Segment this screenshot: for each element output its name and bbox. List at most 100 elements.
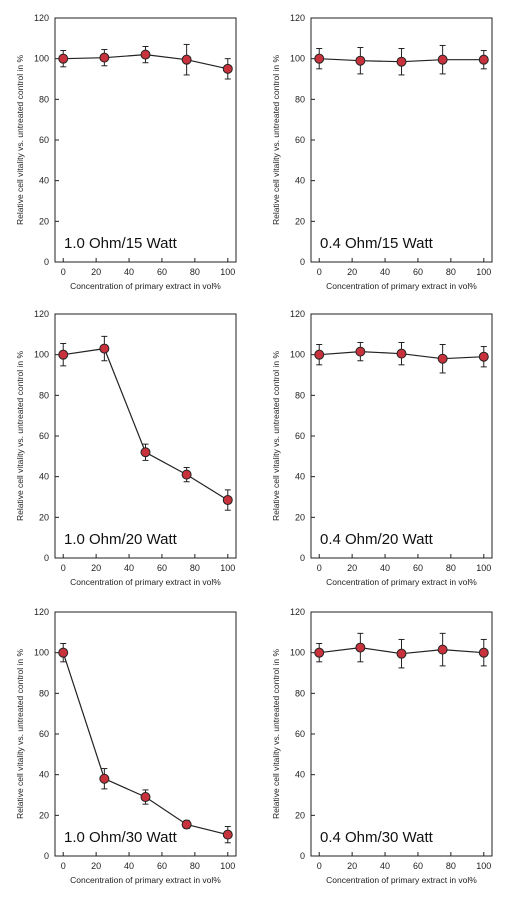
y-tick-label: 60 xyxy=(295,729,305,739)
data-point xyxy=(314,647,325,658)
x-tick-label: 0 xyxy=(317,563,322,573)
y-tick-label: 20 xyxy=(295,216,305,226)
x-tick-label: 60 xyxy=(413,563,423,573)
series-line xyxy=(62,652,228,836)
x-axis-label: Concentration of primary extract in vol% xyxy=(70,875,221,885)
x-tick-label: 40 xyxy=(380,563,390,573)
panel-label: 0.4 Ohm/15 Watt xyxy=(320,235,434,252)
y-tick-label: 60 xyxy=(295,431,305,441)
y-tick-label: 100 xyxy=(290,54,305,64)
y-tick-label: 60 xyxy=(39,729,49,739)
x-tick-label: 40 xyxy=(124,861,134,871)
y-tick-label: 40 xyxy=(39,770,49,780)
x-tick-label: 100 xyxy=(220,563,235,573)
panel-label: 1.0 Ohm/15 Watt xyxy=(64,235,178,252)
x-tick-label: 0 xyxy=(317,267,322,277)
y-axis-label: Relative cell vitality vs. untreated con… xyxy=(271,649,281,820)
x-tick-label: 0 xyxy=(61,267,66,277)
x-axis-label: Concentration of primary extract in vol% xyxy=(326,577,477,587)
y-tick-label: 40 xyxy=(295,176,305,186)
data-point xyxy=(314,349,325,360)
y-tick-label: 0 xyxy=(44,553,49,563)
y-tick-label: 120 xyxy=(34,13,49,23)
panel-label: 0.4 Ohm/30 Watt xyxy=(320,829,434,846)
data-point xyxy=(99,343,110,354)
data-point xyxy=(437,54,448,65)
y-tick-label: 80 xyxy=(39,688,49,698)
panel-label: 1.0 Ohm/30 Watt xyxy=(64,829,178,846)
y-axis-label: Relative cell vitality vs. untreated con… xyxy=(271,55,281,226)
y-tick-label: 100 xyxy=(34,350,49,360)
data-point xyxy=(355,346,366,357)
data-point xyxy=(222,63,233,74)
data-point xyxy=(437,644,448,655)
x-tick-label: 0 xyxy=(61,861,66,871)
panel-label: 0.4 Ohm/20 Watt xyxy=(320,531,434,548)
y-tick-label: 20 xyxy=(39,512,49,522)
x-tick-label: 20 xyxy=(347,267,357,277)
x-axis-label: Concentration of primary extract in vol% xyxy=(70,281,221,291)
chart-panel-2: 0 20 40 60 80 100 120 0 20 40 60 80 100 Concentration… xyxy=(271,13,493,291)
data-point xyxy=(478,351,489,362)
data-point xyxy=(58,647,69,658)
chart-panel-1: 0 20 40 60 80 100 120 0 20 40 60 80 100 Concentration… xyxy=(15,13,237,291)
data-point xyxy=(355,642,366,653)
data-point xyxy=(222,829,233,840)
data-point xyxy=(355,55,366,66)
x-tick-label: 100 xyxy=(476,267,491,277)
data-point xyxy=(140,792,151,803)
data-point xyxy=(396,348,407,359)
chart-panel-5: 0 20 40 60 80 100 120 0 20 40 60 80 100 Concentration… xyxy=(15,607,237,885)
chart-panel-4: 0 20 40 60 80 100 120 0 20 40 60 80 100 Concentration… xyxy=(271,309,493,587)
y-axis-label: Relative cell vitality vs. untreated con… xyxy=(271,351,281,522)
data-point xyxy=(99,52,110,63)
y-tick-label: 120 xyxy=(290,607,305,617)
x-tick-label: 20 xyxy=(91,861,101,871)
data-point xyxy=(222,495,233,506)
data-point xyxy=(478,54,489,65)
y-tick-label: 60 xyxy=(39,431,49,441)
data-point xyxy=(58,349,69,360)
x-tick-label: 60 xyxy=(157,861,167,871)
data-point xyxy=(140,447,151,458)
x-tick-label: 80 xyxy=(446,563,456,573)
y-tick-label: 120 xyxy=(34,607,49,617)
x-tick-label: 20 xyxy=(91,563,101,573)
chart-panel-6: 0 20 40 60 80 100 120 0 20 40 60 80 100 Concentration… xyxy=(271,607,493,885)
x-tick-label: 100 xyxy=(220,267,235,277)
x-tick-label: 100 xyxy=(220,861,235,871)
x-axis-label: Concentration of primary extract in vol% xyxy=(70,577,221,587)
data-point xyxy=(181,469,192,480)
y-tick-label: 0 xyxy=(44,851,49,861)
x-tick-label: 0 xyxy=(61,563,66,573)
y-tick-label: 80 xyxy=(39,94,49,104)
x-axis-label: Concentration of primary extract in vol% xyxy=(326,875,477,885)
x-tick-label: 80 xyxy=(190,563,200,573)
data-point xyxy=(181,54,192,65)
x-tick-label: 40 xyxy=(124,267,134,277)
x-tick-label: 60 xyxy=(157,267,167,277)
y-tick-label: 40 xyxy=(295,770,305,780)
y-tick-label: 60 xyxy=(295,135,305,145)
y-tick-label: 80 xyxy=(295,94,305,104)
y-tick-label: 80 xyxy=(295,688,305,698)
y-tick-label: 20 xyxy=(295,810,305,820)
y-tick-label: 0 xyxy=(300,553,305,563)
y-tick-label: 120 xyxy=(290,13,305,23)
data-point xyxy=(478,647,489,658)
data-point xyxy=(58,53,69,64)
y-tick-label: 100 xyxy=(290,350,305,360)
y-tick-label: 0 xyxy=(300,257,305,267)
x-tick-label: 80 xyxy=(190,267,200,277)
panel-label: 1.0 Ohm/20 Watt xyxy=(64,531,178,548)
x-tick-label: 20 xyxy=(347,563,357,573)
y-tick-label: 40 xyxy=(39,176,49,186)
y-tick-label: 80 xyxy=(295,390,305,400)
x-tick-label: 40 xyxy=(124,563,134,573)
x-tick-label: 60 xyxy=(157,563,167,573)
plot-frame xyxy=(54,313,237,559)
data-point xyxy=(396,648,407,659)
y-tick-label: 120 xyxy=(34,309,49,319)
plot-frame xyxy=(54,611,237,857)
y-tick-label: 20 xyxy=(39,810,49,820)
